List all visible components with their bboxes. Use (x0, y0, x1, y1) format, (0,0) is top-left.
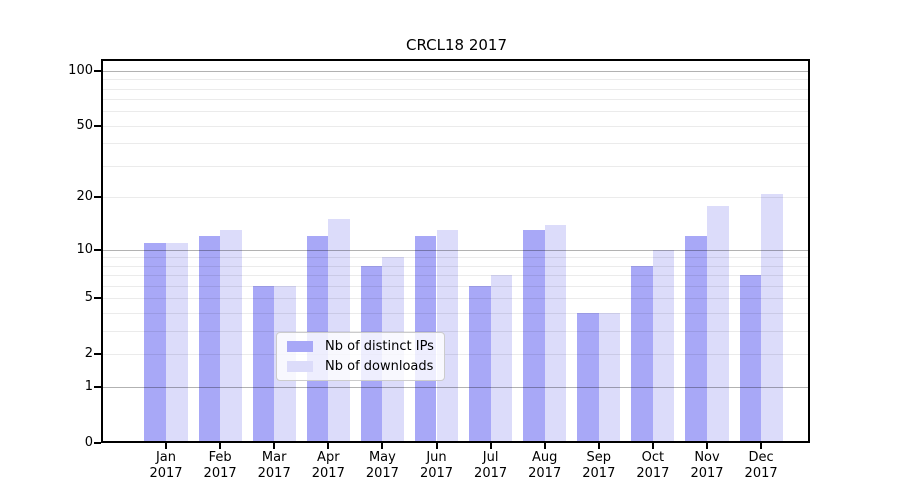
bar-distinct-ips-jan (144, 242, 166, 443)
minor-gridline-6 (103, 286, 810, 288)
y-tick-label-20: 20 (76, 189, 93, 205)
x-tick-mark (327, 443, 330, 449)
bar-distinct-ips-nov (685, 236, 707, 443)
bar-downloads-dec (761, 193, 783, 443)
plot-area (103, 61, 810, 443)
legend-swatch-downloads (287, 361, 313, 372)
y-tick-mark (94, 442, 101, 444)
x-tick-label-sep: Sep 2017 (582, 450, 616, 481)
x-tick-label-jun: Jun 2017 (419, 450, 454, 481)
minor-gridline-70 (103, 99, 810, 101)
legend-label-downloads: Nb of downloads (325, 359, 434, 374)
bar-distinct-ips-sep (577, 313, 599, 443)
x-tick-mark (489, 443, 492, 449)
minor-gridline-5 (103, 298, 810, 300)
minor-gridline-20 (103, 197, 810, 199)
major-gridline-10 (103, 249, 810, 251)
x-tick-label-jul: Jul 2017 (474, 450, 508, 481)
minor-gridline-90 (103, 79, 810, 81)
minor-gridline-50 (103, 125, 810, 127)
bar-downloads-nov (707, 205, 729, 443)
minor-gridline-3 (103, 331, 810, 333)
x-tick-label-aug: Aug 2017 (528, 450, 562, 481)
x-tick-label-dec: Dec 2017 (744, 450, 778, 481)
minor-gridline-9 (103, 257, 810, 259)
legend-swatch-distinct-ips (287, 341, 313, 352)
x-tick-label-oct: Oct 2017 (636, 450, 670, 481)
legend-label-distinct-ips: Nb of distinct IPs (325, 339, 434, 354)
bar-distinct-ips-mar (252, 286, 275, 443)
chart-title: CRCL18 2017 (405, 36, 507, 54)
y-tick-mark (94, 297, 101, 300)
bar-downloads-jan (166, 242, 188, 443)
legend: Nb of distinct IPs Nb of downloads (276, 332, 445, 381)
y-tick-mark (94, 353, 101, 356)
x-tick-label-jan: Jan 2017 (149, 450, 183, 481)
x-tick-mark (273, 443, 276, 449)
y-tick-mark (94, 124, 101, 127)
bar-distinct-ips-jul (469, 286, 491, 443)
x-tick-mark (651, 443, 654, 449)
y-tick-label-10: 10 (76, 241, 93, 257)
minor-gridline-60 (103, 111, 810, 113)
x-tick-label-mar: Mar 2017 (257, 450, 291, 481)
y-tick-label-50: 50 (76, 117, 93, 133)
legend-row: Nb of distinct IPs (287, 339, 434, 354)
x-tick-mark (165, 443, 167, 449)
minor-gridline-8 (103, 265, 810, 267)
x-tick-mark (435, 443, 438, 449)
minor-gridline-80 (103, 88, 810, 90)
legend-row: Nb of downloads (287, 359, 434, 374)
x-tick-mark (597, 443, 600, 449)
y-tick-mark (94, 248, 101, 251)
bar-distinct-ips-oct (631, 265, 653, 443)
x-tick-mark (543, 443, 546, 449)
bar-downloads-aug (544, 224, 567, 443)
bar-downloads-oct (652, 249, 675, 443)
bar-downloads-feb (220, 230, 242, 443)
y-tick-label-5: 5 (84, 290, 93, 306)
bar-distinct-ips-aug (523, 230, 545, 443)
minor-gridline-40 (103, 143, 810, 145)
y-tick-label-1: 1 (84, 379, 93, 395)
bar-downloads-jul (490, 275, 513, 443)
bar-downloads-sep (598, 313, 621, 443)
major-gridline-100 (103, 70, 810, 72)
x-tick-mark (219, 443, 222, 449)
minor-gridline-4 (103, 313, 810, 315)
y-tick-mark (94, 386, 101, 389)
y-tick-mark (94, 196, 101, 199)
minor-gridline-7 (103, 275, 810, 277)
x-tick-mark (706, 443, 708, 449)
x-tick-label-apr: Apr 2017 (311, 450, 345, 481)
bar-distinct-ips-feb (198, 236, 221, 443)
minor-gridline-30 (103, 166, 810, 168)
x-tick-mark (760, 443, 763, 449)
bar-downloads-apr (328, 219, 350, 443)
minor-gridline-2 (103, 354, 810, 356)
y-tick-label-2: 2 (84, 346, 93, 362)
y-tick-label-0: 0 (84, 435, 93, 450)
x-tick-label-feb: Feb 2017 (203, 450, 237, 481)
major-gridline-1 (103, 387, 810, 389)
x-tick-label-nov: Nov 2017 (690, 450, 724, 481)
bar-distinct-ips-dec (739, 275, 762, 443)
y-tick-mark (94, 69, 101, 72)
bar-downloads-jun (436, 230, 459, 443)
x-tick-mark (381, 443, 384, 449)
y-tick-label-100: 100 (68, 62, 93, 78)
x-tick-label-may: May 2017 (365, 450, 399, 481)
